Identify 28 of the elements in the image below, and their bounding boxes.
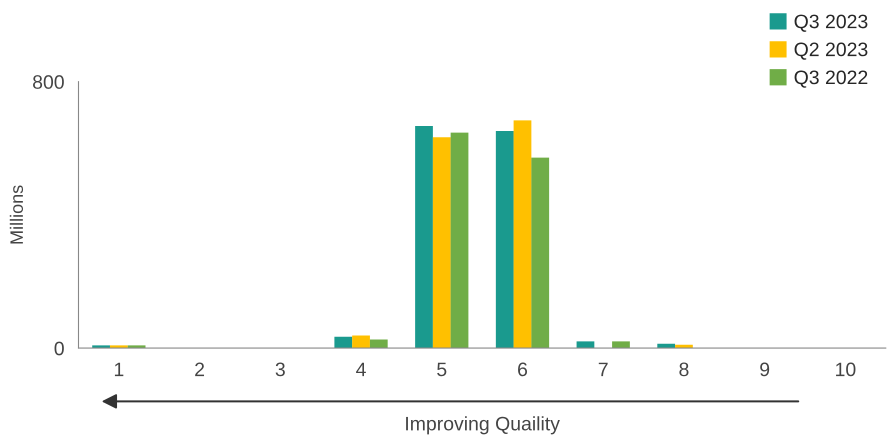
bar — [576, 341, 594, 348]
bar — [612, 341, 630, 348]
x-tick-label: 3 — [276, 362, 285, 376]
x-tick-label: 8 — [679, 362, 689, 376]
x-tick-label: 7 — [598, 362, 608, 376]
bar — [352, 335, 370, 348]
x-tick-label: 2 — [195, 362, 204, 376]
x-tick-label: 1 — [114, 362, 124, 376]
x-tick-label: 5 — [437, 362, 446, 376]
bar — [450, 132, 468, 348]
x-tick-label: 9 — [760, 362, 770, 376]
bar — [432, 137, 451, 348]
bar — [334, 336, 352, 348]
bar — [496, 130, 514, 348]
y-tick-label: 0 — [54, 342, 64, 356]
bar — [415, 126, 433, 348]
y-tick-label: 800 — [33, 75, 64, 89]
bar — [531, 158, 550, 348]
bar — [370, 339, 388, 348]
x-tick-label: 10 — [836, 362, 856, 376]
legend-label: Q2 2023 — [794, 42, 868, 60]
legend-label: Q3 2022 — [794, 70, 868, 88]
x-tick-label: 4 — [356, 362, 366, 376]
x-axis-title: Improving Quaility — [406, 416, 560, 434]
bar — [514, 120, 532, 348]
x-tick-label: 6 — [518, 362, 528, 376]
y-axis-title: Millions — [10, 185, 24, 244]
legend-label: Q3 2023 — [794, 14, 868, 32]
